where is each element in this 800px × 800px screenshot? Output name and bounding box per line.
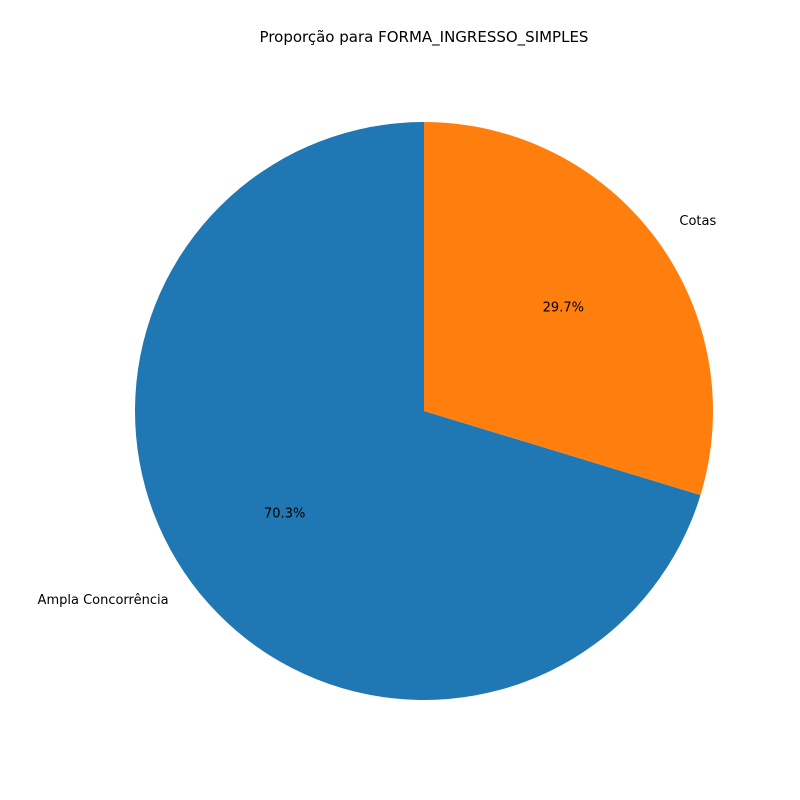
- slice-percent-label: 70.3%: [264, 507, 305, 522]
- slice-category-label: Ampla Concorrência: [38, 593, 169, 608]
- pie-slice-cotas: [424, 122, 714, 496]
- pie-slices: [135, 122, 714, 700]
- pie-labels: Ampla Concorrência 70.3% Cotas 29.7%: [38, 214, 717, 608]
- chart-title: Proporção para FORMA_INGRESSO_SIMPLES: [260, 28, 589, 47]
- slice-category-label: Cotas: [679, 214, 716, 229]
- slice-percent-label: 29.7%: [543, 300, 584, 315]
- pie-slice-ampla-concorr-ncia: [135, 122, 701, 700]
